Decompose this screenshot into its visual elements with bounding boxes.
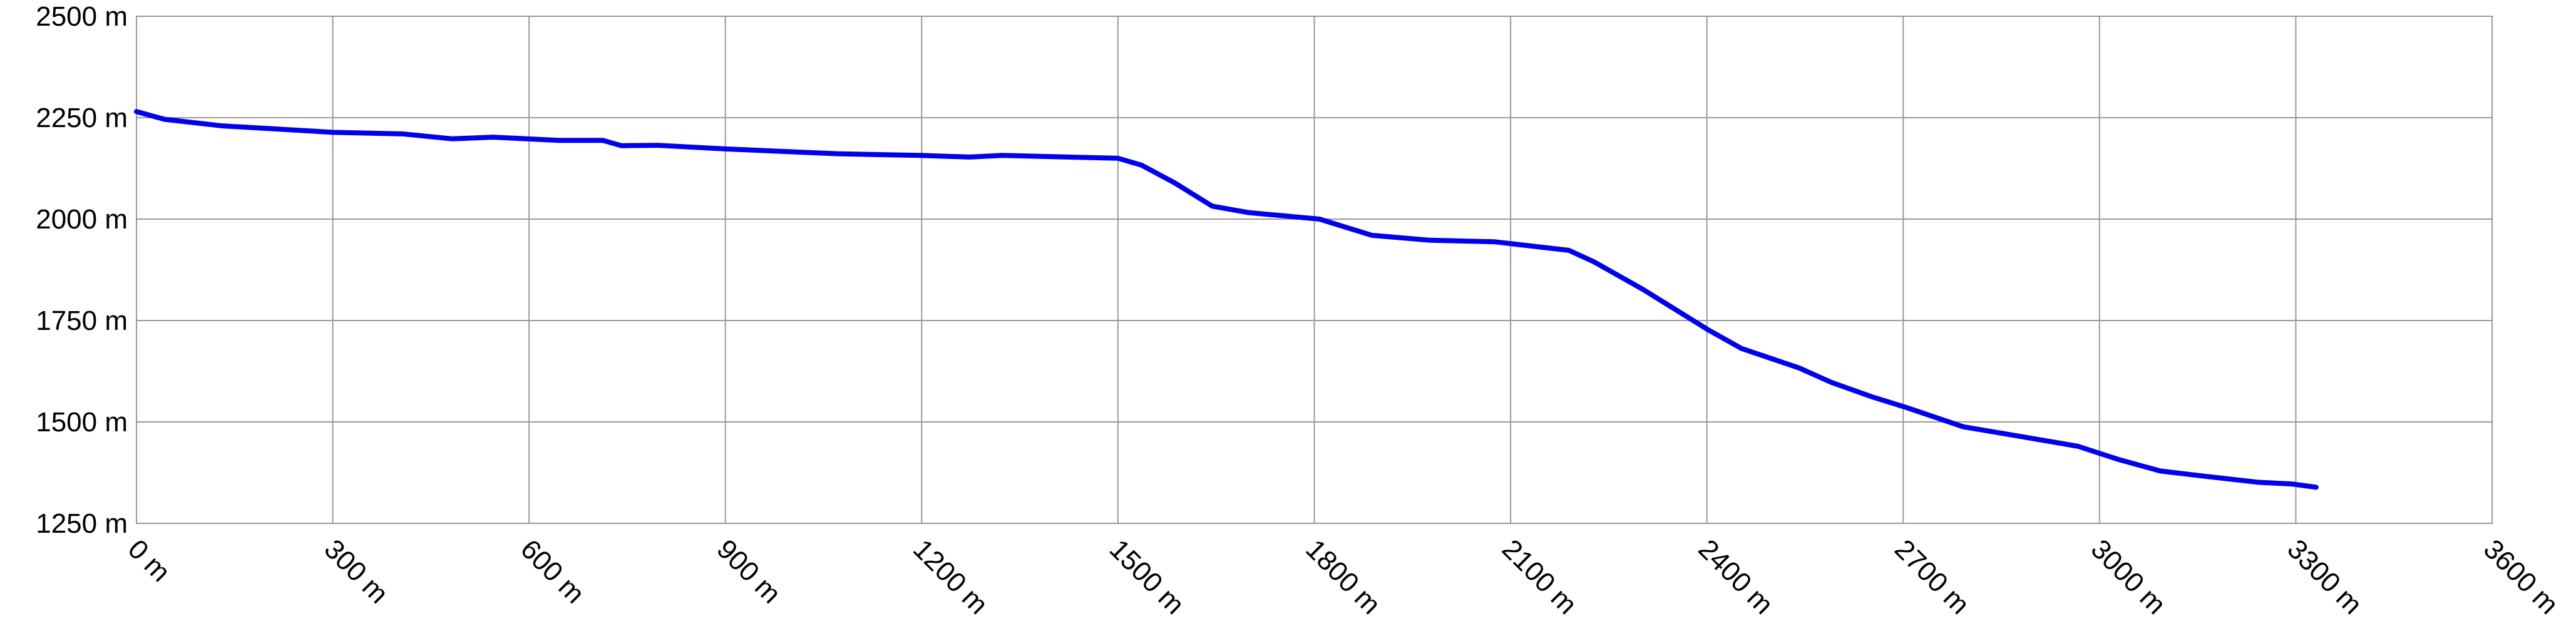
x-tick-label: 1800 m xyxy=(1300,533,1386,620)
x-tick-label: 1200 m xyxy=(907,533,993,620)
y-tick-label: 2500 m xyxy=(36,1,128,32)
x-tick-label: 2400 m xyxy=(1693,533,1779,620)
x-tick-label: 600 m xyxy=(515,533,590,609)
x-tick-label: 3600 m xyxy=(2478,533,2564,620)
x-tick-label: 2100 m xyxy=(1496,533,1583,620)
y-tick-label: 2250 m xyxy=(36,103,128,133)
y-tick-label: 1500 m xyxy=(36,407,128,438)
x-tick-label: 1500 m xyxy=(1104,533,1190,620)
x-tick-label: 3000 m xyxy=(2085,533,2172,620)
y-tick-label: 1250 m xyxy=(36,508,128,539)
x-tick-label: 2700 m xyxy=(1889,533,1975,620)
x-tick-label: 3300 m xyxy=(2281,533,2368,620)
elevation-line xyxy=(134,109,2319,490)
y-tick-label: 1750 m xyxy=(36,305,128,336)
y-tick-label: 2000 m xyxy=(36,204,128,235)
x-tick-label: 900 m xyxy=(711,533,787,609)
x-tick-label: 0 m xyxy=(122,533,177,588)
x-tick-label: 300 m xyxy=(318,533,394,609)
